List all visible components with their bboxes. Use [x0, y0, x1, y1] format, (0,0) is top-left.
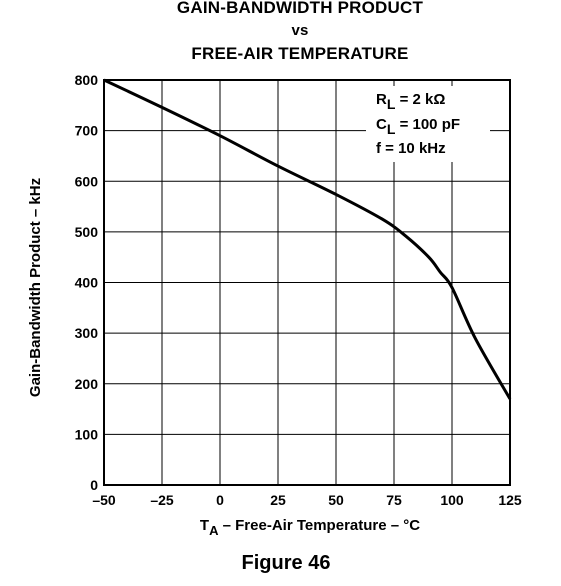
- condition-symbol: C: [376, 116, 387, 133]
- condition-frequency: f = 10 kHz: [376, 139, 446, 159]
- tick-labels: –50 –25 0 25 50 75 100 125 0 100 200 300 400 500 600 70…: [75, 72, 522, 508]
- y-tick-label: 300: [75, 325, 99, 341]
- x-tick-label: 100: [440, 492, 464, 508]
- condition-subscript: L: [386, 121, 396, 137]
- conditions-backdrop: [366, 86, 490, 162]
- x-axis-title-subscript: A: [209, 523, 219, 538]
- x-tick-label: 0: [216, 492, 224, 508]
- x-tick-label: 125: [498, 492, 522, 508]
- x-axis-title-symbol: T: [200, 517, 209, 534]
- y-tick-label: 800: [75, 72, 99, 88]
- y-tick-label: 400: [75, 275, 99, 291]
- x-tick-label: 50: [328, 492, 344, 508]
- series-layer: [103, 78, 512, 400]
- chart-title-line-1: GAIN-BANDWIDTH PRODUCT: [176, 0, 424, 17]
- chart-title-line-3: FREE-AIR TEMPERATURE: [191, 44, 409, 63]
- x-tick-label: 25: [270, 492, 286, 508]
- x-tick-label: –50: [92, 492, 116, 508]
- y-tick-label: 600: [75, 173, 99, 189]
- condition-value: = 2 kΩ: [395, 91, 446, 108]
- chart-title-line-2: vs: [291, 22, 309, 39]
- x-axis-title-rest: – Free-Air Temperature – °C: [218, 517, 420, 534]
- y-tick-label: 100: [75, 426, 99, 442]
- condition-value: f = 10 kHz: [376, 140, 446, 157]
- y-axis-title: Gain-Bandwidth Product – kHz: [27, 178, 44, 397]
- x-tick-label: 75: [386, 492, 402, 508]
- y-tick-label: 500: [75, 224, 99, 240]
- y-tick-label: 700: [75, 123, 99, 139]
- x-tick-label: –25: [150, 492, 174, 508]
- x-axis-title: TA – Free-Air Temperature – °C: [200, 517, 420, 538]
- condition-subscript: L: [386, 96, 396, 112]
- y-tick-label: 200: [75, 376, 99, 392]
- figure-caption: Figure 46: [241, 552, 331, 574]
- plot-frame: [103, 79, 511, 486]
- series-line: [103, 78, 512, 400]
- condition-load-capacitance: CL = 100 pF: [376, 115, 461, 137]
- y-tick-label: 0: [90, 477, 98, 493]
- condition-load-resistance: RL = 2 kΩ: [376, 90, 446, 112]
- condition-symbol: R: [376, 91, 387, 108]
- condition-value: = 100 pF: [395, 116, 461, 133]
